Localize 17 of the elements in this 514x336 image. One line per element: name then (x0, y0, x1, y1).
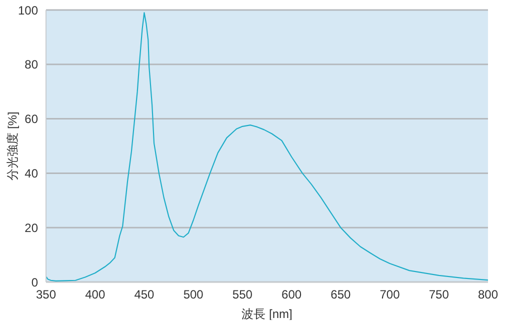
x-tick-label: 750 (428, 288, 450, 302)
y-tick-label: 60 (24, 112, 38, 126)
x-tick-label: 400 (85, 288, 106, 302)
x-tick-label: 350 (36, 288, 56, 302)
x-tick-label: 600 (282, 288, 302, 302)
x-tick-label: 500 (183, 288, 204, 302)
x-tick-label: 650 (330, 288, 351, 302)
y-tick-label: 40 (24, 166, 38, 180)
y-tick-label: 0 (31, 275, 38, 290)
x-tick-label: 700 (380, 288, 400, 302)
x-tick-label: 450 (134, 288, 155, 302)
y-tick-label: 80 (24, 58, 38, 72)
y-tick-label: 100 (18, 3, 38, 18)
x-tick-label: 800 (478, 288, 498, 302)
y-tick-label: 20 (24, 220, 38, 235)
x-tick-label: 550 (232, 288, 253, 302)
y-axis-title: 分光強度 [%] (5, 112, 20, 180)
